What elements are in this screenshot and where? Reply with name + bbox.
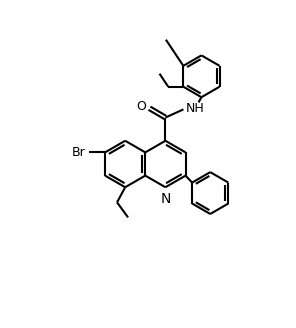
Text: N: N [160, 193, 170, 206]
Text: O: O [137, 100, 147, 113]
Text: NH: NH [186, 102, 205, 115]
Text: Br: Br [72, 146, 86, 159]
